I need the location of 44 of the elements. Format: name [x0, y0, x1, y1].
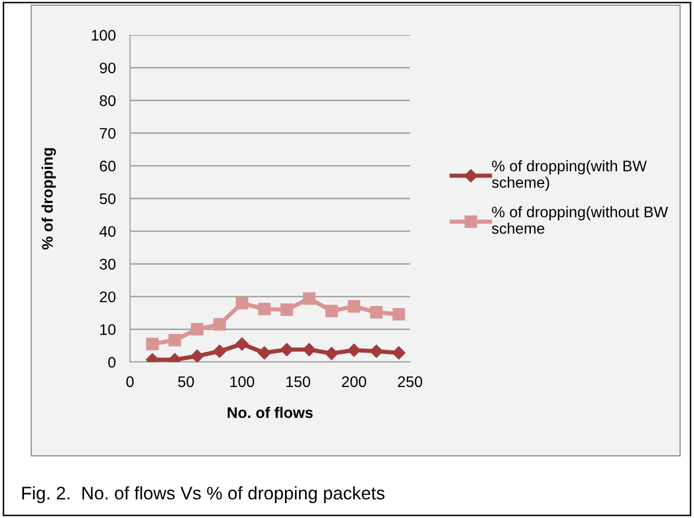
y-tick-label: 20 [100, 291, 116, 302]
y-tick-label: 40 [99, 226, 116, 237]
x-axis-title: No. of flows [228, 406, 313, 418]
point [302, 292, 316, 305]
legend-label: % of dropping(with BW scheme) [492, 160, 647, 191]
point [347, 344, 361, 357]
x-tick-label: 50 [178, 376, 194, 388]
point [146, 338, 159, 350]
point [325, 304, 338, 318]
point [280, 342, 294, 356]
y-tick-label: 0 [108, 356, 116, 368]
y-tick-label: 80 [100, 95, 116, 106]
x-tick-label: 150 [286, 376, 310, 388]
x-tick-label: 0 [126, 376, 134, 388]
y-tick-label: 60 [100, 160, 116, 172]
x-tick-label: 200 [342, 376, 366, 388]
y-tick-label: 70 [100, 128, 116, 139]
y-tick-label: 50 [100, 193, 116, 204]
point [168, 334, 182, 346]
point [370, 306, 383, 319]
x-tick-label: 250 [398, 376, 422, 388]
x-tick-label: 100 [230, 376, 254, 388]
y-tick-label: 100 [92, 30, 116, 41]
point [302, 342, 316, 356]
point [280, 303, 294, 316]
point [348, 300, 360, 313]
point [213, 344, 226, 358]
y-tick-label: 10 [100, 324, 116, 335]
point [235, 337, 249, 351]
y-tick-label: 90 [100, 62, 116, 74]
caption: Fig. 2. No. of flows Vs % of dropping packets [22, 486, 384, 504]
point [190, 350, 204, 362]
point [213, 318, 226, 331]
point [190, 323, 204, 336]
y-tick-label: 30 [100, 258, 116, 270]
point [370, 344, 383, 358]
legend-label: % of dropping(without BW scheme [492, 206, 668, 234]
point [236, 296, 248, 310]
point [258, 302, 271, 316]
point [258, 346, 271, 360]
point [325, 346, 338, 360]
point [392, 308, 406, 321]
y-axis-title: % of dropping [42, 148, 56, 250]
point [392, 346, 406, 360]
